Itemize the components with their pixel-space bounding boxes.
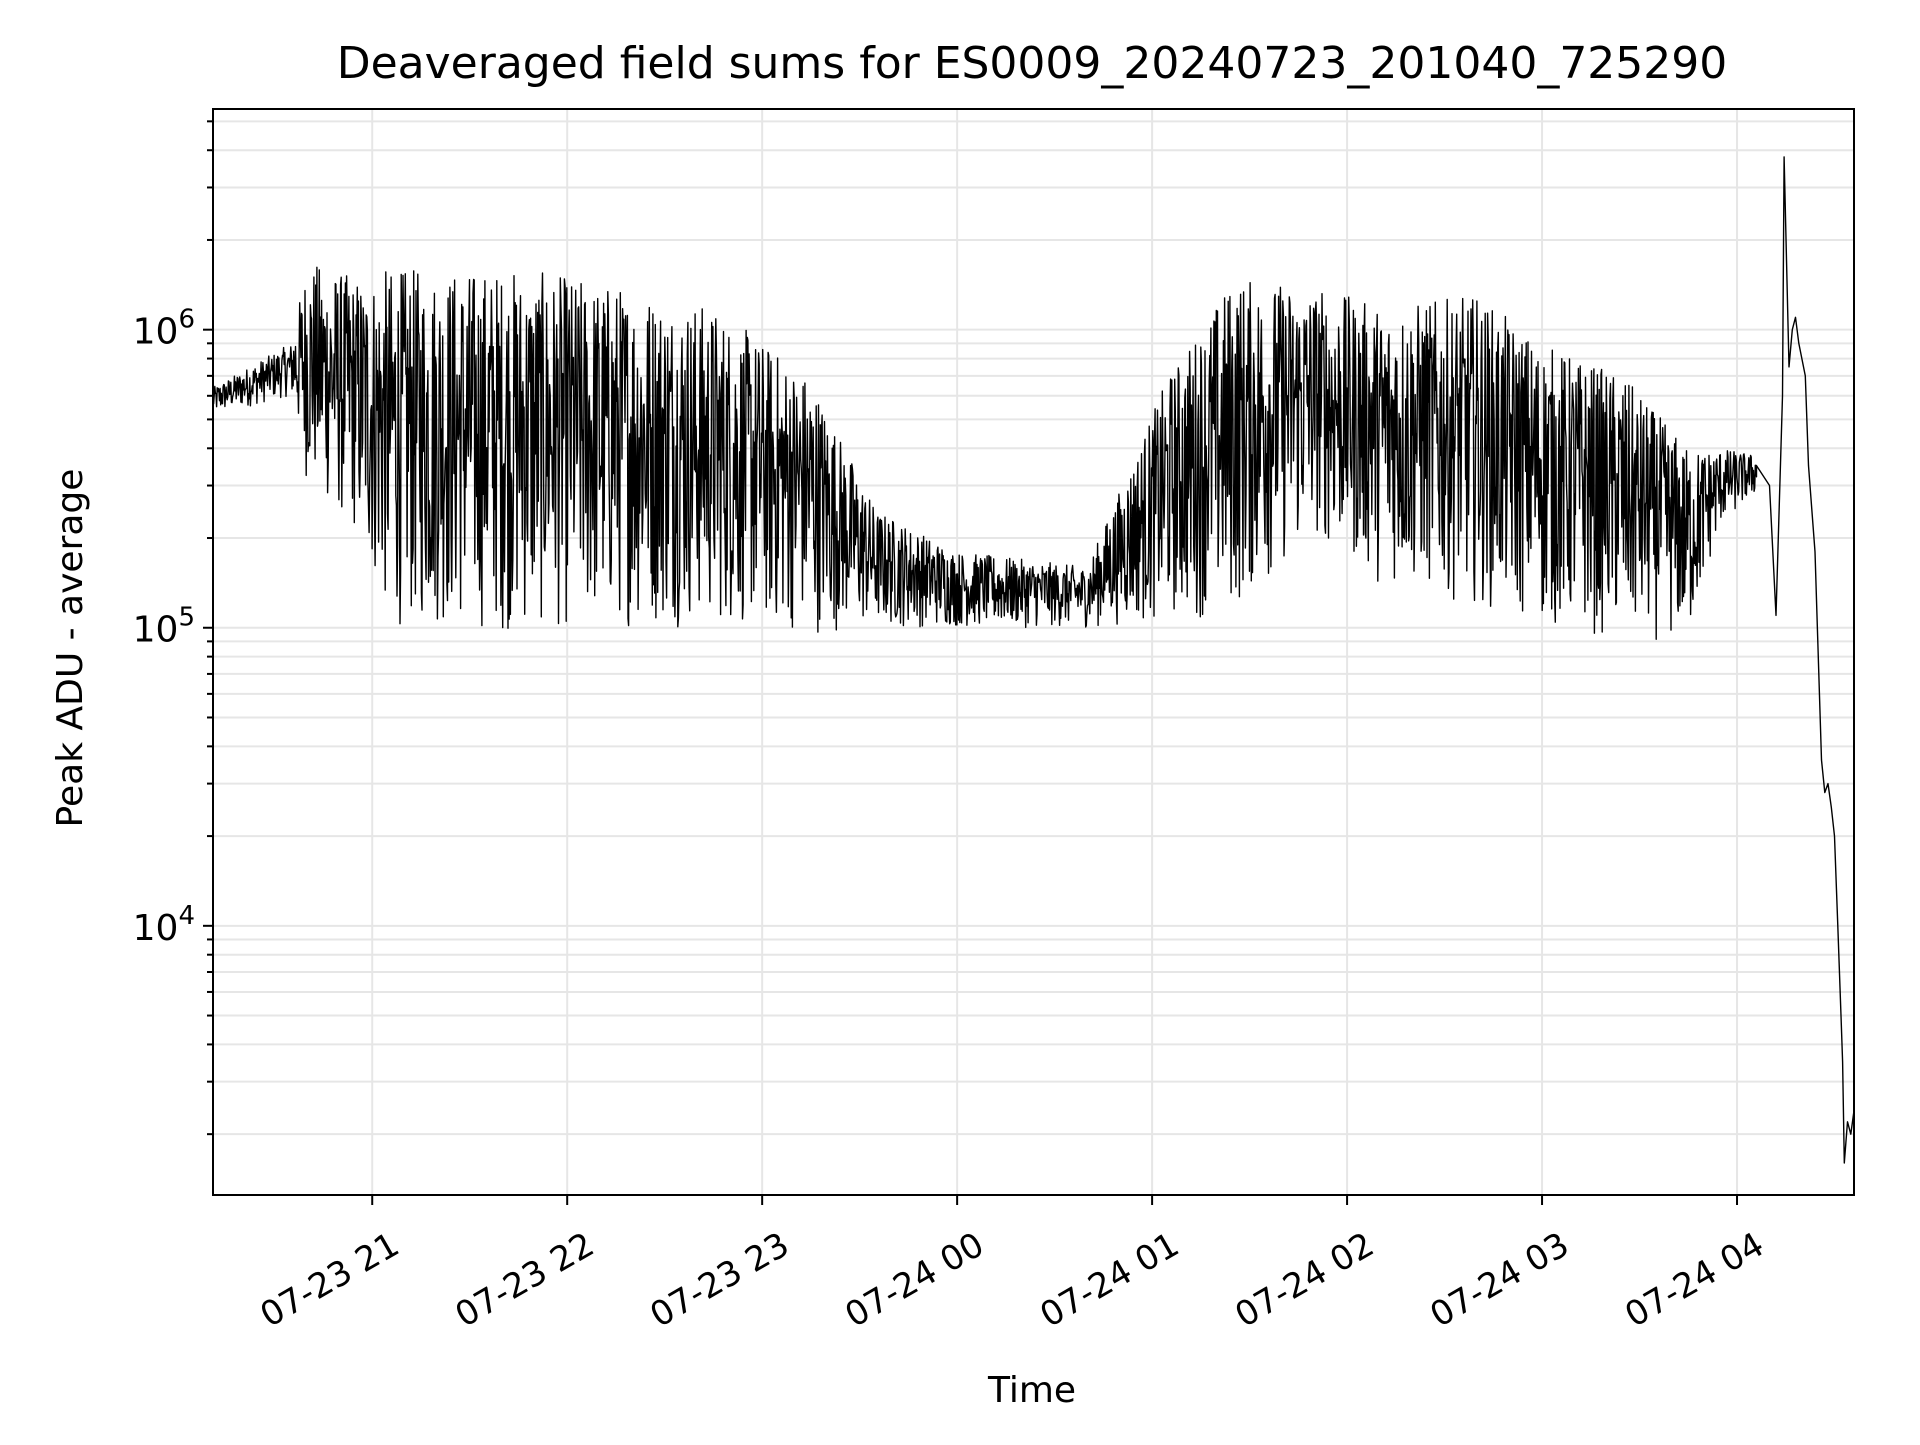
- y-axis-label: Peak ADU - average: [50, 469, 91, 828]
- plot-frame: [212, 108, 1855, 1196]
- plot-area: [212, 156, 1855, 1164]
- y-tick-label: 104: [133, 901, 195, 949]
- chart-title: Deaveraged field sums for ES0009_2024072…: [337, 38, 1728, 89]
- series-line: [212, 156, 1855, 1164]
- y-tick-label: 106: [133, 305, 195, 353]
- y-tick-label: 105: [133, 603, 195, 651]
- x-axis-label: Time: [987, 1370, 1076, 1411]
